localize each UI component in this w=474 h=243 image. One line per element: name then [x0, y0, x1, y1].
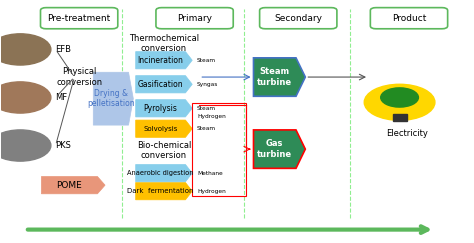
Text: Pyrolysis: Pyrolysis [144, 104, 177, 113]
FancyBboxPatch shape [392, 114, 407, 122]
PathPatch shape [136, 52, 192, 69]
PathPatch shape [136, 120, 192, 137]
FancyBboxPatch shape [260, 8, 337, 29]
PathPatch shape [41, 176, 105, 194]
Text: Syngas: Syngas [197, 82, 219, 87]
Text: Thermochemical
conversion: Thermochemical conversion [129, 34, 199, 53]
FancyBboxPatch shape [40, 8, 118, 29]
Text: EFB: EFB [55, 45, 72, 54]
Text: Solvolysis: Solvolysis [143, 126, 178, 132]
Text: Hydrogen: Hydrogen [197, 114, 226, 119]
Text: Dark  fermentation: Dark fermentation [128, 188, 194, 194]
FancyBboxPatch shape [370, 8, 447, 29]
Text: Steam
turbine: Steam turbine [257, 67, 292, 87]
Circle shape [381, 88, 419, 107]
PathPatch shape [136, 100, 192, 117]
Text: Steam: Steam [197, 58, 216, 63]
Text: Secondary: Secondary [274, 14, 322, 23]
Circle shape [0, 130, 51, 161]
Text: PKS: PKS [55, 141, 72, 150]
Text: Methane: Methane [197, 171, 223, 176]
PathPatch shape [136, 182, 192, 200]
Text: Electricity: Electricity [386, 129, 428, 138]
PathPatch shape [136, 165, 192, 182]
Text: Steam: Steam [197, 106, 216, 111]
Text: Physical
conversion: Physical conversion [56, 67, 102, 87]
Text: Drying &
pelletisation: Drying & pelletisation [87, 89, 135, 108]
Circle shape [0, 82, 51, 113]
Text: Incineration: Incineration [137, 56, 183, 65]
Text: POME: POME [56, 181, 82, 190]
Text: Gasification: Gasification [138, 80, 183, 89]
Circle shape [0, 34, 51, 65]
Text: Product: Product [392, 14, 426, 23]
Text: Steam: Steam [197, 126, 216, 131]
Text: Pre-treatment: Pre-treatment [47, 14, 111, 23]
Text: Gas
turbine: Gas turbine [257, 139, 292, 159]
FancyBboxPatch shape [156, 8, 233, 29]
Text: Bio-chemical
conversion: Bio-chemical conversion [137, 141, 191, 160]
PathPatch shape [93, 72, 133, 125]
Circle shape [364, 84, 435, 120]
Text: Hydrogen: Hydrogen [197, 189, 226, 194]
PathPatch shape [254, 130, 305, 168]
PathPatch shape [254, 58, 305, 96]
Text: Anaerobic digestion: Anaerobic digestion [128, 170, 194, 176]
Text: Primary: Primary [177, 14, 212, 23]
PathPatch shape [136, 76, 192, 93]
Text: MF: MF [55, 93, 68, 102]
